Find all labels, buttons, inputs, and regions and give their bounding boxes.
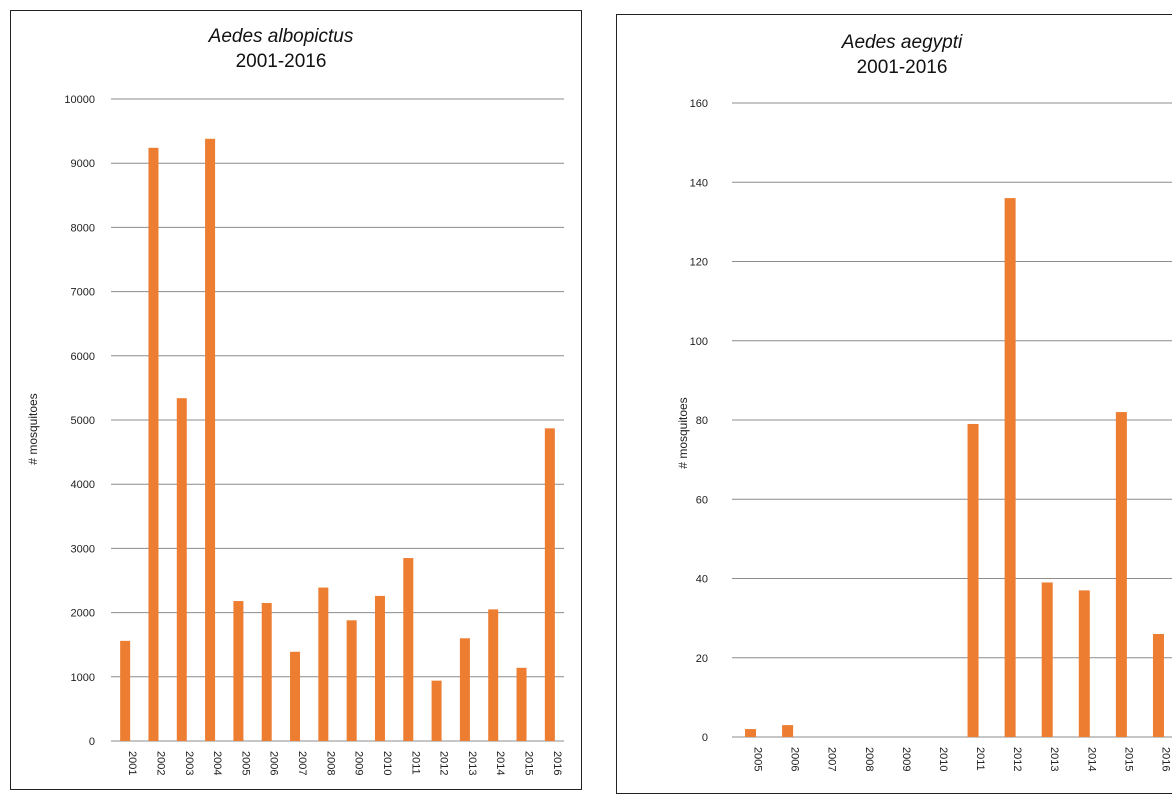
y-tick-label: 6000: [71, 351, 95, 363]
bar-2012: [431, 680, 442, 741]
bar-2015: [1115, 412, 1127, 737]
chart-title: Aedes albopictus: [208, 26, 354, 47]
bar-2016: [544, 428, 555, 741]
y-axis-label: # mosquitoes: [26, 393, 40, 464]
y-tick-labels: 0 20 40 60 80 100 120 140 160: [690, 98, 708, 744]
y-tick-label: 7000: [71, 287, 95, 299]
bar-2014: [1078, 590, 1090, 737]
y-tick-label: 2000: [71, 608, 95, 620]
x-tick-label: 2015: [1122, 747, 1134, 771]
bar-2005: [745, 729, 757, 737]
bars: [120, 138, 555, 742]
y-tick-label: 100: [690, 336, 708, 348]
chart-subtitle: 2001-2016: [857, 57, 948, 78]
y-tick-label: 60: [696, 494, 708, 506]
bar-2014: [488, 609, 499, 741]
bar-2016: [1152, 633, 1164, 737]
x-tick-label: 2014: [494, 751, 506, 775]
x-tick-label: 2009: [353, 751, 365, 775]
albopictus-chart-panel: Aedes albopictus 2001-2016 # mosquitoes …: [10, 10, 582, 790]
bar-2004: [205, 138, 216, 741]
x-tick-label: 2005: [239, 751, 251, 775]
bars: [745, 198, 1164, 738]
x-tick-label: 2006: [789, 747, 801, 771]
x-tick-label: 2006: [268, 751, 280, 775]
x-tick-label: 2001: [126, 751, 138, 775]
x-tick-label: 2005: [752, 747, 764, 771]
x-tick-label: 2012: [1011, 747, 1023, 771]
y-tick-label: 1000: [71, 672, 95, 684]
gridlines: [732, 102, 1172, 738]
bar-2007: [290, 651, 301, 741]
x-tick-labels: 2001 2002 2003 2004 2005 2006 2007 2008 2009 2010…: [126, 751, 563, 775]
x-tick-label: 2013: [1048, 747, 1060, 771]
albopictus-chart: Aedes albopictus 2001-2016 # mosquitoes …: [26, 26, 564, 775]
bar-2002: [148, 147, 159, 742]
chart-title: Aedes aegypti: [841, 32, 963, 53]
bar-2013: [459, 638, 470, 741]
aegypti-chart: Aedes aegypti 2001-2016 # mosquitoes 0 20…: [676, 32, 1172, 771]
bar-2005: [233, 601, 244, 741]
x-tick-label: 2013: [466, 751, 478, 775]
y-axis-label: # mosquitoes: [676, 397, 690, 468]
bar-2011: [967, 423, 979, 737]
x-tick-label: 2007: [826, 747, 838, 771]
x-tick-labels: 2005 2006 2007 2008 2009 2010 2011 2012 2013 2014…: [752, 747, 1172, 771]
bar-2008: [318, 587, 329, 741]
y-tick-label: 10000: [64, 94, 95, 106]
x-tick-label: 2008: [863, 747, 875, 771]
x-tick-label: 2016: [1159, 747, 1171, 771]
bar-2001: [120, 640, 131, 741]
x-tick-label: 2008: [324, 751, 336, 775]
y-tick-label: 40: [696, 574, 708, 586]
chart-subtitle: 2001-2016: [236, 51, 327, 72]
y-tick-label: 80: [696, 415, 708, 427]
bar-2006: [261, 602, 272, 741]
bar-2015: [516, 667, 527, 741]
y-tick-label: 140: [690, 177, 708, 189]
x-tick-label: 2012: [438, 751, 450, 775]
bar-2003: [176, 398, 187, 741]
x-tick-label: 2016: [551, 751, 563, 775]
bar-2006: [782, 725, 794, 737]
aegypti-chart-panel: Aedes aegypti 2001-2016 # mosquitoes 0 20…: [616, 14, 1172, 794]
bar-2012: [1004, 198, 1016, 738]
y-tick-label: 0: [702, 732, 708, 744]
y-tick-label: 160: [690, 98, 708, 110]
x-tick-label: 2010: [381, 751, 393, 775]
x-tick-label: 2011: [974, 747, 986, 771]
x-tick-label: 2002: [154, 751, 166, 775]
x-tick-label: 2007: [296, 751, 308, 775]
bar-2013: [1041, 582, 1053, 737]
x-tick-label: 2004: [211, 751, 223, 775]
x-tick-label: 2011: [409, 751, 421, 775]
x-tick-label: 2014: [1085, 747, 1097, 771]
bar-2011: [403, 558, 414, 741]
bar-2009: [346, 620, 357, 741]
y-tick-label: 5000: [71, 415, 95, 427]
y-tick-label: 9000: [71, 158, 95, 170]
y-tick-label: 0: [89, 736, 95, 748]
x-tick-label: 2009: [900, 747, 912, 771]
y-tick-label: 8000: [71, 222, 95, 234]
y-tick-label: 3000: [71, 543, 95, 555]
x-tick-label: 2015: [523, 751, 535, 775]
x-tick-label: 2003: [183, 751, 195, 775]
y-tick-labels: 0 1000 2000 3000 4000 5000 6000 7000 8000 9000 100…: [64, 94, 95, 748]
y-tick-label: 20: [696, 653, 708, 665]
bar-2010: [374, 595, 385, 741]
y-tick-label: 120: [690, 257, 708, 269]
y-tick-label: 4000: [71, 479, 95, 491]
x-tick-label: 2010: [937, 747, 949, 771]
